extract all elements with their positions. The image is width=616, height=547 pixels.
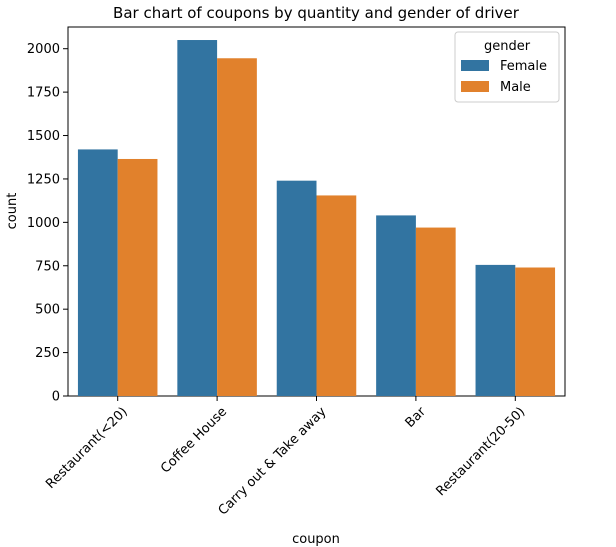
bars-layer <box>77 40 556 396</box>
y-tick-label: 1750 <box>27 86 60 101</box>
bar-male-4 <box>515 267 556 396</box>
legend-items: Female Male <box>461 59 547 95</box>
x-tick-label: Bar <box>403 404 430 431</box>
y-tick-label: 1500 <box>27 129 60 144</box>
legend-swatch-male <box>461 81 489 92</box>
legend-label-male: Male <box>500 80 531 95</box>
x-axis-label: coupon <box>292 532 340 547</box>
bar-female-0 <box>77 149 118 396</box>
bar-female-3 <box>376 215 416 396</box>
bar-male-1 <box>217 58 257 396</box>
chart-title: Bar chart of coupons by quantity and gen… <box>113 4 520 22</box>
bar-female-1 <box>177 40 218 396</box>
x-tick-label: Restaurant(20-50) <box>434 404 529 499</box>
y-axis: 0 250 500 750 1000 1250 1500 1750 2000 <box>27 42 68 405</box>
y-tick-label: 2000 <box>27 42 60 57</box>
y-axis-label: count <box>5 193 20 230</box>
y-tick-label: 1000 <box>27 216 60 231</box>
bar-male-3 <box>415 227 456 396</box>
x-tick-label: Coffee House <box>158 404 230 476</box>
bar-male-2 <box>316 195 357 396</box>
y-tick-label: 1250 <box>27 172 60 187</box>
y-tick-label: 0 <box>52 390 60 405</box>
legend-title: gender <box>484 39 531 54</box>
bar-female-2 <box>276 180 317 396</box>
bar-female-4 <box>475 264 516 396</box>
legend-swatch-female <box>461 60 489 71</box>
x-tick-label: Restaurant(<20) <box>43 404 131 492</box>
y-tick-label: 750 <box>35 259 60 274</box>
legend-label-female: Female <box>500 59 547 74</box>
y-tick-label: 250 <box>35 346 60 361</box>
legend: gender Female Male <box>454 31 560 103</box>
bar-male-0 <box>117 158 158 396</box>
x-tick-label: Carry out & Take away <box>216 404 330 518</box>
y-tick-label: 500 <box>35 303 60 318</box>
